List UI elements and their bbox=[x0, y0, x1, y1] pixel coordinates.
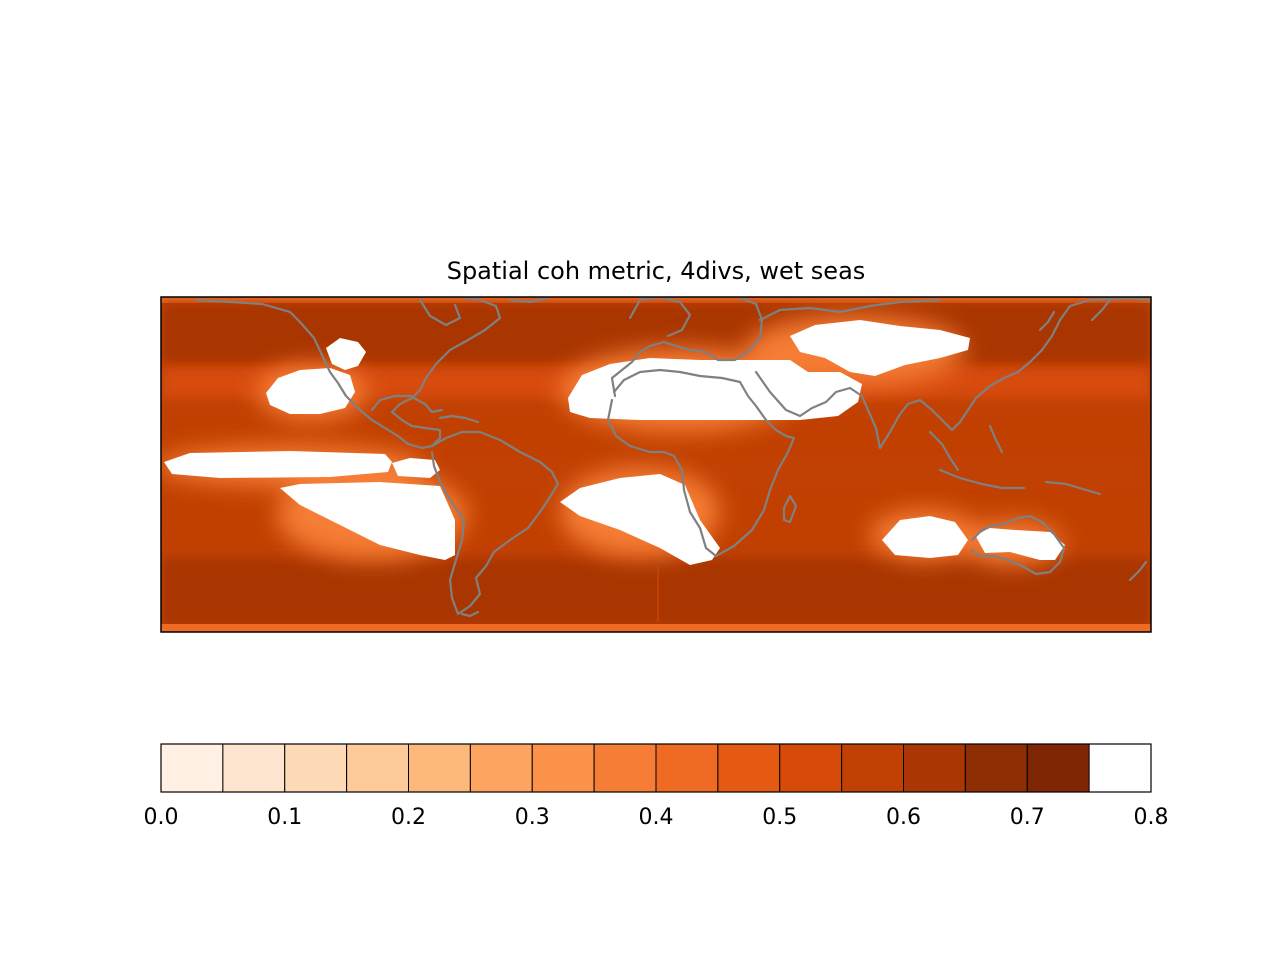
patch-equatorial-pacific bbox=[164, 451, 392, 478]
coastline-east-asia bbox=[906, 297, 1151, 432]
colorbar-bin bbox=[717, 743, 781, 793]
coastline-philippines bbox=[988, 424, 1004, 454]
colorbar-bin bbox=[903, 743, 966, 793]
colorbar-tick-label: 0.1 bbox=[267, 805, 302, 830]
colorbar-bin bbox=[531, 743, 595, 793]
patch-central-asia bbox=[790, 320, 970, 376]
white-patches bbox=[164, 320, 1065, 565]
patch-southeast-pacific bbox=[280, 482, 455, 560]
patch-peru bbox=[392, 458, 440, 478]
coastline-scandinavia bbox=[628, 297, 692, 338]
coastlines bbox=[194, 297, 1151, 618]
coastline-indonesia bbox=[938, 468, 1026, 490]
colorbar-tick-label: 0.3 bbox=[515, 805, 550, 830]
band-antarctic-edge bbox=[161, 624, 1151, 632]
patch-alaska bbox=[326, 338, 366, 370]
colorbar-frame bbox=[160, 743, 1152, 793]
patch-north-pacific bbox=[266, 368, 355, 414]
coastline-new-guinea bbox=[1044, 480, 1102, 496]
colorbar-tick-label: 0.7 bbox=[1010, 805, 1045, 830]
patch-southern-africa-atlantic bbox=[560, 474, 720, 565]
chart-title: Spatial coh metric, 4divs, wet seas bbox=[447, 257, 866, 285]
coastline-kamchatka bbox=[1090, 298, 1112, 322]
colorbar-bin bbox=[408, 743, 471, 793]
colorbar-bin bbox=[779, 743, 843, 793]
coastline-arabia-india bbox=[754, 370, 910, 450]
colorbar-tick-label: 0.0 bbox=[144, 805, 179, 830]
coastline-south-america bbox=[430, 430, 560, 616]
coastline-west-eurasia-north bbox=[758, 298, 942, 322]
coastline-madagascar bbox=[782, 494, 798, 524]
colorbar-bin bbox=[593, 743, 657, 793]
coastline-southeast-asia bbox=[928, 430, 960, 472]
band-arctic-edge bbox=[161, 297, 1151, 303]
coastline-north-america bbox=[194, 297, 502, 450]
map-frame bbox=[160, 296, 1152, 633]
colorbar-bin bbox=[160, 743, 224, 793]
colorbar-tick-label: 0.4 bbox=[639, 805, 674, 830]
coastline-new-zealand bbox=[1128, 560, 1148, 582]
coastline-greenland bbox=[508, 297, 550, 304]
coastline-australia bbox=[970, 514, 1066, 576]
coastline-japan bbox=[1038, 310, 1056, 332]
colorbar-bin bbox=[964, 743, 1028, 793]
coastline-gulf-of-mexico bbox=[370, 394, 444, 414]
colorbar-bin bbox=[655, 743, 719, 793]
coastline-hudson bbox=[418, 298, 462, 327]
colorbar-bin bbox=[841, 743, 904, 793]
colorbar-tick-label: 0.8 bbox=[1134, 805, 1169, 830]
colorbar-bin bbox=[222, 743, 286, 793]
colorbar-bin bbox=[469, 743, 533, 793]
coastline-europe bbox=[610, 297, 764, 398]
coastline-caribbean bbox=[438, 414, 480, 424]
colorbar-bin bbox=[346, 743, 409, 793]
patch-australia bbox=[975, 528, 1065, 560]
low-value-regions bbox=[161, 315, 1065, 565]
colorbar: 0.0 0.1 0.2 0.3 0.4 0.5 0.6 0.7 0.8 bbox=[144, 743, 1169, 830]
map-panel bbox=[160, 296, 1152, 633]
colorbar-tick-labels: 0.0 0.1 0.2 0.3 0.4 0.5 0.6 0.7 0.8 bbox=[144, 805, 1169, 830]
colorbar-bin bbox=[1026, 743, 1090, 793]
patch-southeast-indian bbox=[882, 516, 968, 558]
band-southern-ocean bbox=[161, 558, 1151, 626]
colorbar-bin bbox=[284, 743, 348, 793]
colorbar-bins bbox=[160, 743, 1090, 793]
colorbar-tick-label: 0.2 bbox=[391, 805, 426, 830]
colorbar-tick-label: 0.6 bbox=[886, 805, 921, 830]
coastline-antarctic-peninsula bbox=[460, 610, 480, 618]
colorbar-tick-label: 0.5 bbox=[762, 805, 797, 830]
coastline-africa bbox=[606, 368, 796, 558]
patch-sahara-arabia bbox=[568, 358, 862, 420]
